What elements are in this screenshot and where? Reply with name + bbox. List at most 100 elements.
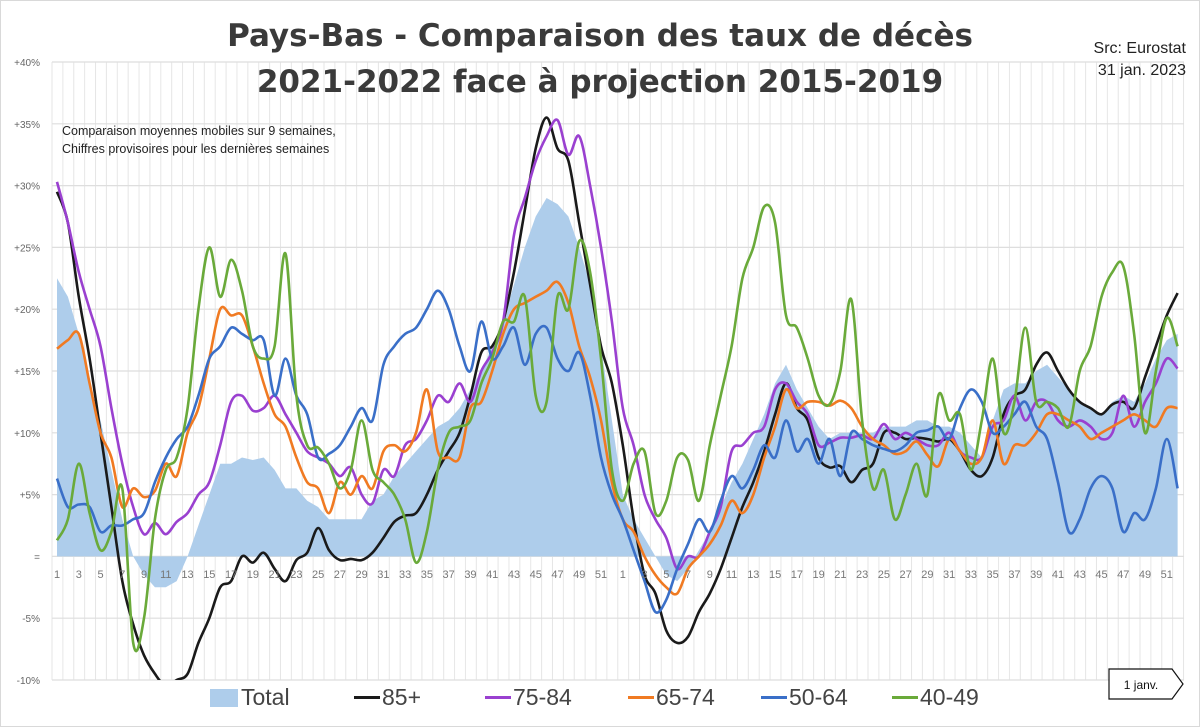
x-tick-label: 37	[443, 569, 455, 581]
x-tick-label: 9	[141, 569, 147, 581]
x-tick-label: 1	[620, 569, 626, 581]
x-tick-label: 19	[812, 569, 824, 581]
x-tick-label: 35	[987, 569, 999, 581]
x-tick-label: 11	[726, 569, 737, 581]
x-tick-label: 3	[641, 569, 647, 581]
x-tick-label: 17	[791, 569, 803, 581]
chart-title-line-1: Pays-Bas - Comparaison des taux de décès	[227, 18, 973, 54]
total-area-layer	[57, 198, 1178, 588]
legend-label: 50-64	[789, 684, 848, 710]
x-tick-label: 45	[530, 569, 542, 581]
annotation-line-1: Comparaison moyennes mobiles sur 9 semai…	[62, 124, 336, 138]
x-tick-label: 51	[595, 569, 607, 581]
x-tick-label: 25	[312, 569, 324, 581]
x-tick-label: 17	[225, 569, 237, 581]
y-tick-label: +15%	[14, 367, 40, 378]
series-total-area	[57, 198, 1178, 588]
x-tick-label: 7	[119, 569, 125, 581]
legend-swatch	[354, 696, 380, 699]
x-tick-label: 23	[290, 569, 302, 581]
series-40-49-line	[55, 203, 1179, 653]
legend-label: 40-49	[920, 684, 979, 710]
legend-label: 75-84	[513, 684, 572, 710]
x-tick-label: 23	[856, 569, 868, 581]
series-50-64-line	[55, 289, 1179, 614]
legend-item-75-84: 75-84	[485, 684, 572, 711]
x-tick-label: 11	[160, 569, 171, 581]
legend-label: Total	[241, 684, 290, 710]
x-axis-ticks: 1 3 5 7 9 11 13 15 17 19 21 23 25 27 29 31 33 35 37 39 41 43 4…	[54, 569, 1173, 581]
x-tick-label: 7	[685, 569, 691, 581]
legend-item-40-49: 40-49	[892, 684, 979, 711]
y-tick-label: -5%	[22, 614, 40, 625]
x-tick-label: 27	[900, 569, 912, 581]
legend: Total 85+ 75-84 65-74 50-64 40-49	[0, 684, 1200, 714]
x-tick-label: 27	[334, 569, 346, 581]
x-tick-label: 21	[268, 569, 280, 581]
x-tick-label: 39	[1030, 569, 1042, 581]
x-tick-label: 31	[943, 569, 955, 581]
source-date: 31 jan. 2023	[1097, 62, 1186, 79]
x-tick-label: 15	[769, 569, 781, 581]
series-65-74-line	[56, 280, 1178, 596]
y-tick-label: +35%	[14, 120, 40, 131]
x-tick-label: 51	[1161, 569, 1173, 581]
legend-item-total: Total	[210, 684, 290, 711]
year-start-label: 1 janv.	[1124, 678, 1158, 692]
y-axis-ticks: +40% +35% +30% +25% +20% +15% +10% +5% = -5% -10%	[14, 58, 40, 687]
year-start-marker: 1 janv.	[1108, 668, 1184, 700]
y-tick-label: +20%	[14, 305, 40, 316]
x-tick-label: 19	[247, 569, 259, 581]
legend-label: 65-74	[656, 684, 715, 710]
x-tick-label: 43	[508, 569, 520, 581]
x-tick-label: 13	[181, 569, 193, 581]
annotation-line-2: Chiffres provisoires pour les dernières …	[62, 142, 330, 156]
x-tick-label: 41	[1052, 569, 1064, 581]
x-tick-label: 5	[97, 569, 103, 581]
y-tick-label: +10%	[14, 429, 40, 440]
x-tick-label: 25	[878, 569, 890, 581]
x-tick-label: 29	[356, 569, 368, 581]
x-tick-label: 9	[707, 569, 713, 581]
x-tick-label: 31	[377, 569, 389, 581]
source-label: Src: Eurostat	[1093, 40, 1186, 57]
y-tick-label: +25%	[14, 243, 40, 254]
x-tick-label: 33	[965, 569, 977, 581]
x-tick-label: 47	[551, 569, 563, 581]
x-tick-label: 13	[747, 569, 759, 581]
x-tick-label: 35	[421, 569, 433, 581]
x-tick-label: 21	[834, 569, 846, 581]
x-tick-label: 47	[1117, 569, 1129, 581]
x-tick-label: 49	[573, 569, 585, 581]
legend-item-50-64: 50-64	[761, 684, 848, 711]
legend-label: 85+	[382, 684, 422, 710]
chart-title-line-2: 2021-2022 face à projection 2015-2019	[256, 64, 944, 100]
y-tick-label: +30%	[14, 182, 40, 193]
x-tick-label: 45	[1095, 569, 1107, 581]
x-tick-label: 1	[54, 569, 60, 581]
series-85plus-line	[55, 116, 1179, 680]
legend-item-85plus: 85+	[354, 684, 421, 711]
legend-swatch	[485, 696, 511, 699]
x-tick-label: 39	[464, 569, 476, 581]
x-tick-label: 49	[1139, 569, 1151, 581]
x-tick-label: 37	[1008, 569, 1020, 581]
y-tick-label: =	[34, 552, 40, 563]
x-tick-label: 41	[486, 569, 498, 581]
legend-swatch	[892, 696, 918, 699]
legend-swatch	[628, 696, 654, 699]
legend-swatch	[761, 696, 787, 699]
x-tick-label: 33	[399, 569, 411, 581]
legend-item-65-74: 65-74	[628, 684, 715, 711]
x-tick-label: 5	[663, 569, 669, 581]
y-tick-label: -10%	[17, 676, 40, 687]
series-lines-layer	[55, 116, 1179, 680]
x-tick-label: 43	[1074, 569, 1086, 581]
legend-swatch	[210, 688, 238, 707]
x-tick-label: 29	[921, 569, 933, 581]
x-tick-label: 15	[203, 569, 215, 581]
y-tick-label: +5%	[20, 491, 40, 502]
y-tick-label: +40%	[14, 58, 40, 69]
x-tick-label: 3	[76, 569, 82, 581]
